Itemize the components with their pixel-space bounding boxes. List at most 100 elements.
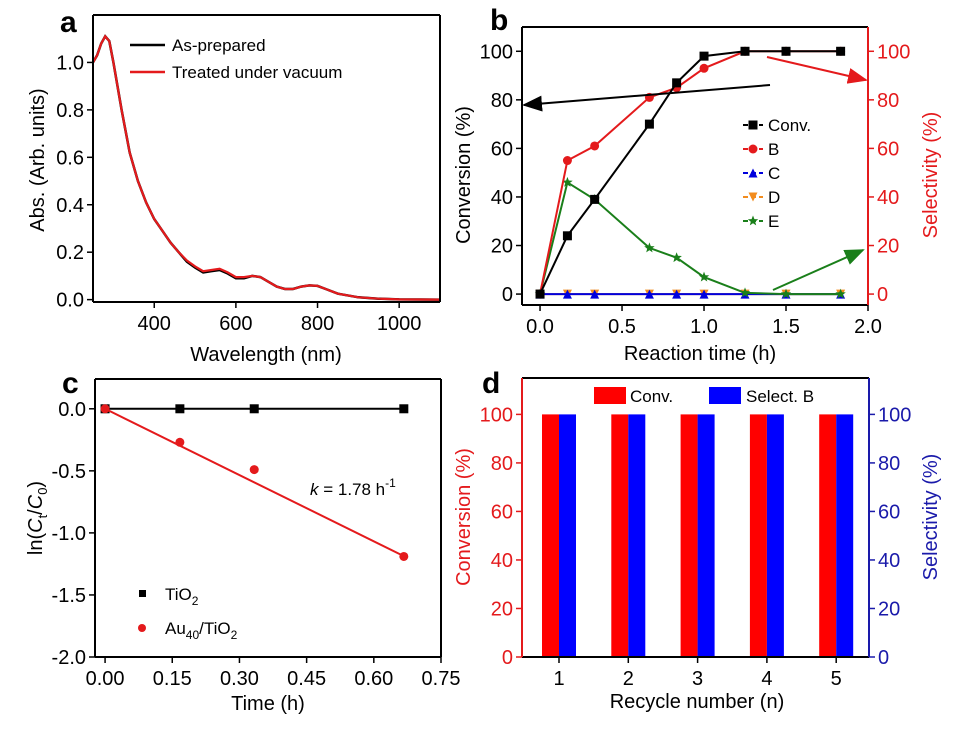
y-tick-label-d: 60 xyxy=(491,501,513,523)
ylabel-b: Conversion (%) xyxy=(453,106,475,244)
bar-conv xyxy=(819,414,837,657)
series-line-e xyxy=(539,180,841,296)
legend-marker-b xyxy=(748,144,758,154)
y-tick-label-c: -2.0 xyxy=(52,647,86,669)
xlabel-b: Reaction time (h) xyxy=(624,343,776,365)
panel-label-b: b xyxy=(490,4,508,37)
data-point-conv xyxy=(562,231,572,241)
legend-swatch-select-b xyxy=(709,387,741,404)
x-tick-label-d: 1 xyxy=(553,668,564,690)
legend-marker-d xyxy=(748,192,758,202)
x-tick-label-c: 0.75 xyxy=(422,668,461,690)
y-tick-label-d: 20 xyxy=(491,598,513,620)
y-tick-label-a: 1.0 xyxy=(56,52,84,74)
y-tick-label-a: 0.6 xyxy=(56,147,84,169)
y-tick-label-d: 40 xyxy=(491,550,513,572)
y-tick-label-b: 0 xyxy=(502,284,513,306)
y-tick-label-d2: 100 xyxy=(878,404,911,426)
data-point-conv xyxy=(644,119,654,129)
x-tick-label-b: 1.0 xyxy=(690,316,718,338)
data-point-conv xyxy=(535,289,545,299)
legend-marker-conv xyxy=(748,120,758,130)
x-tick-label-b: 2.0 xyxy=(854,316,882,338)
data-point-b xyxy=(562,156,572,166)
panel-label-a: a xyxy=(60,6,77,39)
data-point-c xyxy=(562,289,572,299)
y-tick-label-d2: 80 xyxy=(878,453,900,475)
x-tick-label-a: 400 xyxy=(138,313,171,335)
x-tick-label-d: 2 xyxy=(623,668,634,690)
data-point-c xyxy=(590,289,600,299)
annotation-rate-constant: k = 1.78 h-1 xyxy=(310,476,396,499)
data-point-e xyxy=(698,271,710,282)
x-tick-label-a: 800 xyxy=(301,313,334,335)
bar-conv xyxy=(611,414,629,657)
data-point-au40-tio2 xyxy=(100,404,110,414)
bar-select-b xyxy=(559,414,576,657)
y-tick-label-d2: 0 xyxy=(878,647,889,669)
data-point-c xyxy=(672,289,682,299)
panel-a: 400 600 800 1000 0.0 0.2 0.4 0.6 0.8 1.0 xyxy=(56,14,441,335)
y-tick-label-b: 100 xyxy=(480,41,513,63)
data-point-e xyxy=(671,252,682,263)
legend-tio2: TiO2 xyxy=(165,585,199,608)
legend-marker-c xyxy=(748,168,758,178)
panel-d: 1 2 3 4 5 0 20 40 60 80 100 0 20 40 60 80 100 xyxy=(480,377,911,690)
legend-label-c: C xyxy=(768,164,780,183)
data-point-au40-tio2 xyxy=(175,437,185,447)
y-tick-label-d2: 20 xyxy=(878,598,900,620)
x-tick-label-c: 0.45 xyxy=(287,668,326,690)
data-point-conv xyxy=(836,46,846,56)
y-tick-label-b: 80 xyxy=(491,90,513,112)
y-tick-label-a: 0.8 xyxy=(56,100,84,122)
fit-line-au40-tio2 xyxy=(104,407,405,558)
xlabel-d: Recycle number (n) xyxy=(610,691,785,713)
y-tick-label-b2: 100 xyxy=(877,41,910,63)
y-tick-label-a: 0.0 xyxy=(56,290,84,312)
legend-label-e: E xyxy=(768,212,779,231)
bar-select-b xyxy=(628,414,646,657)
y2label-d: Selectivity (%) xyxy=(920,454,942,581)
x-tick-label-d: 4 xyxy=(761,668,772,690)
bar-conv xyxy=(542,414,559,657)
y-tick-label-b: 60 xyxy=(491,138,513,160)
x-tick-label-a: 600 xyxy=(219,313,252,335)
x-tick-label-d: 5 xyxy=(831,668,842,690)
data-point-conv xyxy=(781,46,791,56)
series-line-conv xyxy=(539,50,841,295)
panel-b: 0.0 0.5 1.0 1.5 2.0 0 20 40 60 80 100 0 20 40 60 80 100 xyxy=(480,26,910,338)
y-tick-label-a: 0.4 xyxy=(56,195,84,217)
legend-label-d: D xyxy=(768,188,780,207)
x-tick-label-b: 1.5 xyxy=(772,316,800,338)
y-tick-label-d: 100 xyxy=(480,404,513,426)
legend-treated: Treated under vacuum xyxy=(172,63,342,82)
arrow-right-axis-green xyxy=(772,249,865,291)
data-point-conv xyxy=(740,46,750,56)
y-tick-label-c: -0.5 xyxy=(52,461,86,483)
xlabel-c: Time (h) xyxy=(231,693,305,715)
x-tick-label-b: 0.0 xyxy=(526,316,554,338)
y-tick-label-b2: 80 xyxy=(877,90,899,112)
y-tick-label-b2: 40 xyxy=(877,187,899,209)
x-tick-label-c: 0.30 xyxy=(220,668,259,690)
data-point-b xyxy=(699,63,709,73)
data-point-e xyxy=(644,242,655,253)
data-point-conv xyxy=(672,78,682,88)
xlabel-a: Wavelength (nm) xyxy=(190,344,342,366)
y-tick-label-b2: 20 xyxy=(877,236,899,258)
legend-marker-tio2 xyxy=(139,590,146,597)
ylabel-d: Conversion (%) xyxy=(453,448,475,586)
y2label-b: Selectivity (%) xyxy=(920,112,942,239)
x-tick-label-c: 0.00 xyxy=(86,668,125,690)
bar-select-b xyxy=(766,414,784,657)
ylabel-a: Abs. (Arb. units) xyxy=(27,88,49,231)
data-point-e xyxy=(739,287,751,298)
bar-conv xyxy=(749,414,767,657)
data-point-e xyxy=(780,288,792,299)
legend-marker-au40 xyxy=(138,624,146,632)
y-tick-label-d2: 40 xyxy=(878,550,900,572)
legend-label-b: B xyxy=(768,140,779,159)
legend-as-prepared: As-prepared xyxy=(172,36,266,55)
